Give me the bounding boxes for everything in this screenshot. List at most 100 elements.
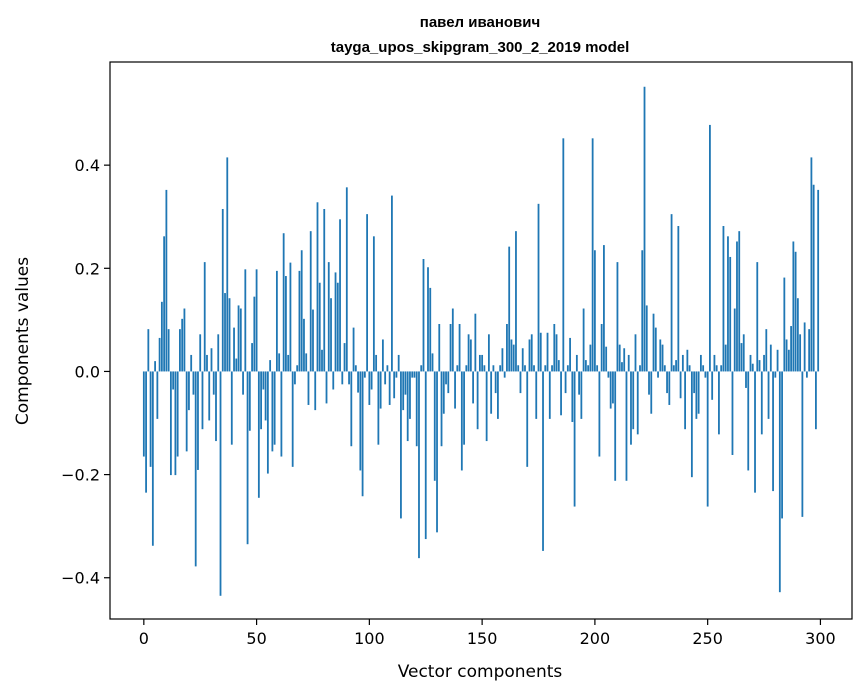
bar-110 — [391, 195, 393, 372]
bar-134 — [445, 371, 447, 385]
bar-4 — [151, 371, 154, 546]
bar-75 — [312, 309, 314, 372]
bar-183 — [555, 334, 558, 372]
bar-186 — [562, 138, 565, 372]
bar-29 — [208, 371, 211, 421]
bar-111 — [393, 371, 396, 399]
bar-176 — [539, 332, 542, 372]
bar-91 — [348, 371, 350, 385]
bar-252 — [711, 371, 714, 400]
bar-214 — [625, 371, 628, 481]
bar-74 — [309, 231, 312, 372]
bar-171 — [528, 339, 531, 372]
bar-79 — [321, 349, 323, 372]
bar-283 — [781, 371, 783, 519]
bar-22 — [192, 371, 195, 395]
bar-291 — [799, 334, 802, 372]
bar-102 — [372, 236, 375, 372]
bar-30 — [210, 348, 213, 372]
bar-246 — [697, 371, 700, 414]
bar-269 — [749, 354, 752, 372]
bar-187 — [564, 371, 567, 394]
bar-275 — [763, 354, 765, 372]
bar-198 — [589, 344, 592, 372]
bar-100 — [368, 371, 371, 405]
bar-256 — [720, 365, 723, 372]
bar-175 — [537, 203, 540, 372]
bar-190 — [571, 371, 574, 422]
bar-237 — [677, 226, 680, 372]
bar-145 — [469, 339, 472, 372]
bar-281 — [776, 349, 779, 372]
bar-54 — [264, 371, 267, 421]
bar-77 — [316, 202, 319, 372]
bar-205 — [605, 346, 608, 372]
bar-57 — [271, 371, 274, 452]
bar-116 — [404, 371, 407, 395]
bar-279 — [772, 371, 774, 492]
bar-51 — [257, 371, 260, 498]
bar-124 — [422, 259, 425, 372]
bar-201 — [596, 365, 599, 372]
bar-87 — [339, 219, 341, 372]
bar-101 — [370, 371, 373, 390]
bar-231 — [663, 365, 666, 372]
bar-247 — [699, 354, 702, 372]
bar-244 — [693, 371, 696, 394]
bar-254 — [715, 365, 718, 372]
bar-67 — [294, 371, 296, 385]
bar-123 — [420, 365, 423, 372]
bar-32 — [215, 371, 217, 442]
bar-9 — [163, 236, 166, 372]
bar-133 — [442, 371, 445, 414]
bar-197 — [587, 365, 590, 372]
bar-274 — [760, 371, 763, 435]
bar-215 — [627, 354, 630, 372]
bar-290 — [796, 298, 799, 372]
bar-119 — [411, 371, 414, 378]
bar-19 — [185, 371, 188, 452]
bar-282 — [778, 371, 781, 593]
bar-115 — [402, 371, 405, 411]
bar-42 — [237, 305, 240, 372]
bar-172 — [530, 334, 533, 372]
bar-150 — [481, 354, 484, 372]
bar-264 — [738, 231, 741, 372]
bar-184 — [557, 360, 560, 372]
bar-299 — [817, 189, 820, 372]
bar-220 — [639, 365, 641, 372]
bar-53 — [262, 371, 265, 390]
bar-212 — [621, 362, 623, 372]
bar-243 — [690, 371, 693, 478]
bar-7 — [158, 337, 161, 372]
bar-263 — [736, 241, 738, 372]
x-tick-label-50: 50 — [246, 629, 266, 648]
bar-62 — [282, 233, 285, 372]
bar-69 — [298, 270, 301, 372]
bar-284 — [783, 277, 786, 372]
bar-18 — [183, 308, 186, 372]
bar-193 — [578, 371, 580, 395]
bar-259 — [727, 236, 729, 372]
bar-114 — [400, 371, 402, 519]
bar-64 — [287, 354, 290, 372]
bar-177 — [542, 371, 544, 551]
bar-128 — [431, 353, 434, 372]
bar-16 — [179, 329, 181, 372]
bar-85 — [334, 272, 337, 372]
bar-251 — [709, 124, 711, 372]
plot-frame — [109, 61, 853, 620]
bar-225 — [650, 371, 653, 414]
bar-270 — [751, 363, 754, 372]
bar-138 — [454, 371, 456, 409]
bar-173 — [533, 365, 535, 372]
bar-44 — [242, 371, 244, 395]
bar-170 — [526, 371, 529, 467]
bar-95 — [357, 371, 359, 393]
bar-65 — [289, 262, 292, 372]
x-tick-label-150: 150 — [467, 629, 498, 648]
bar-26 — [201, 371, 204, 430]
bar-249 — [704, 371, 707, 378]
bar-82 — [327, 262, 330, 372]
